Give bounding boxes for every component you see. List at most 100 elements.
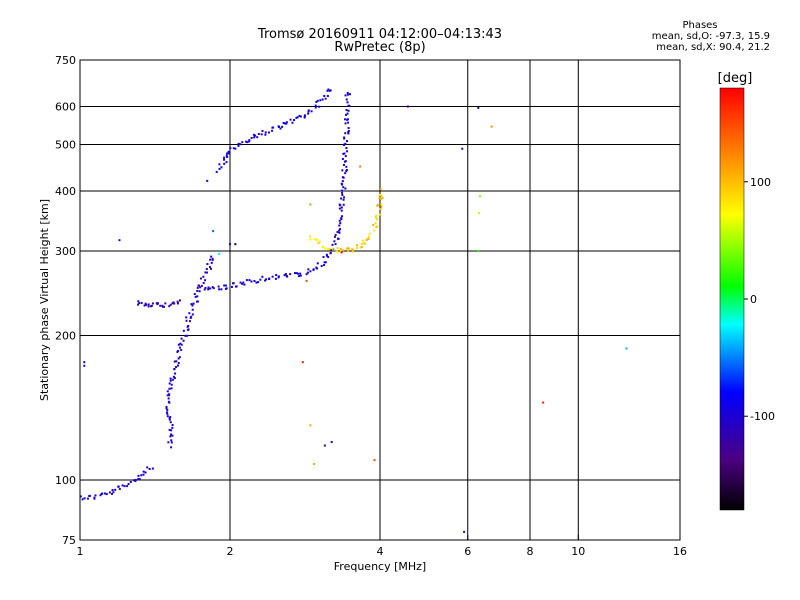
echo-point — [217, 285, 220, 288]
echo-point — [166, 390, 169, 393]
echo-point — [212, 230, 215, 233]
echo-point — [346, 112, 349, 115]
echo-point — [257, 281, 260, 284]
echo-point — [100, 493, 103, 496]
echo-point — [204, 286, 207, 289]
echo-point — [282, 122, 285, 125]
echo-point — [191, 308, 194, 311]
echo-point — [168, 417, 171, 420]
echo-point — [326, 94, 329, 97]
echo-point — [347, 131, 350, 134]
echo-point — [169, 435, 172, 438]
echo-point — [173, 377, 176, 380]
echo-point — [339, 222, 342, 225]
echo-point — [137, 303, 140, 306]
echo-point — [234, 147, 237, 150]
echo-point — [373, 229, 376, 232]
echo-point — [291, 121, 294, 124]
colorbar-tick-label: -100 — [750, 410, 775, 423]
echo-point — [268, 277, 271, 280]
x-tick-label: 10 — [571, 545, 585, 558]
echo-point — [479, 195, 482, 198]
echo-point — [267, 131, 270, 134]
echo-point — [283, 274, 286, 277]
echo-point — [260, 133, 263, 136]
echo-point — [319, 99, 322, 102]
echo-point — [272, 126, 275, 129]
echo-point — [215, 170, 218, 173]
echo-point — [178, 356, 181, 359]
echo-point — [174, 372, 177, 375]
echo-point — [223, 156, 226, 159]
echo-point — [253, 136, 256, 139]
echo-point — [204, 279, 207, 282]
echo-point — [347, 132, 350, 135]
echo-point — [355, 244, 358, 247]
echo-point — [346, 91, 349, 94]
echo-point — [343, 152, 346, 155]
echo-point — [373, 459, 376, 462]
echo-point — [146, 466, 149, 469]
echo-point — [380, 187, 383, 190]
phase-stats: Phases mean, sd,O: -97.3, 15.9 mean, sd,… — [590, 20, 770, 53]
echo-point — [306, 271, 309, 274]
echo-point — [173, 360, 176, 363]
echo-point — [339, 204, 342, 207]
echo-point — [209, 258, 212, 261]
echo-point — [376, 204, 379, 207]
echo-point — [360, 243, 363, 246]
echo-point — [318, 240, 321, 243]
echo-point — [168, 305, 171, 308]
echo-point — [316, 238, 319, 241]
echo-point — [202, 281, 205, 284]
echo-point — [235, 285, 238, 288]
colorbar-label: [deg] — [718, 71, 753, 86]
echo-point — [194, 295, 197, 298]
echo-point — [341, 169, 344, 172]
echo-point — [542, 401, 545, 404]
echo-point — [108, 491, 111, 494]
echo-point — [337, 237, 340, 240]
echo-point — [329, 251, 332, 254]
echo-point — [93, 496, 96, 499]
echo-point — [326, 248, 329, 251]
echo-point — [79, 495, 82, 498]
echo-point — [225, 287, 228, 290]
echo-point — [172, 301, 175, 304]
echo-point — [171, 424, 174, 427]
echo-point — [338, 231, 341, 234]
echo-point — [327, 88, 330, 91]
echo-point — [210, 255, 213, 258]
echo-point — [81, 498, 84, 501]
echo-point — [316, 262, 319, 265]
echo-point — [323, 264, 326, 267]
echo-point — [226, 155, 229, 158]
echo-point — [343, 136, 346, 139]
echo-point — [307, 109, 310, 112]
x-tick-label: 4 — [377, 545, 384, 558]
echo-point — [490, 125, 493, 128]
echo-point — [218, 167, 221, 170]
echo-point — [301, 361, 304, 364]
echo-point — [406, 105, 409, 108]
echo-point — [127, 482, 130, 485]
colorbar — [719, 87, 745, 511]
echo-point — [134, 478, 137, 481]
echo-point — [140, 474, 143, 477]
echo-point — [254, 134, 257, 137]
echo-point — [245, 140, 248, 143]
colorbar-tick-label: 100 — [750, 176, 771, 189]
echo-point — [173, 368, 176, 371]
echo-point — [230, 285, 233, 288]
echo-point — [363, 242, 366, 245]
echo-point — [202, 275, 205, 278]
echo-point — [248, 279, 251, 282]
echo-point — [177, 361, 180, 364]
echo-point — [172, 375, 175, 378]
echo-point — [246, 141, 249, 144]
echo-point — [281, 125, 284, 128]
echo-point — [346, 150, 349, 153]
echo-point — [343, 196, 346, 199]
echo-point — [186, 334, 189, 337]
